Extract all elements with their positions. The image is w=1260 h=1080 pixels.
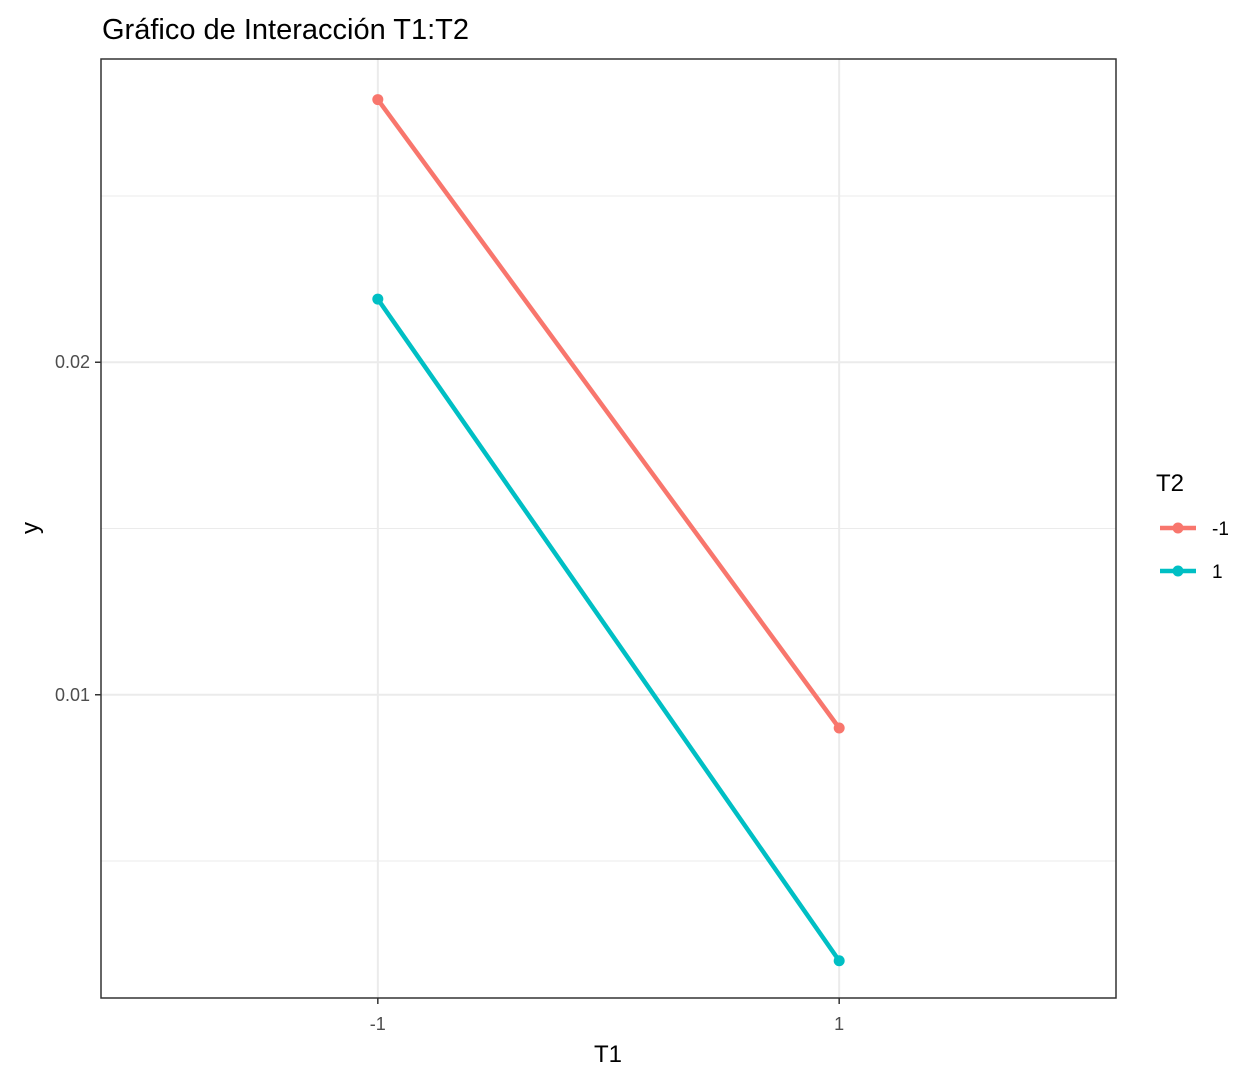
legend-key-point	[1172, 565, 1184, 577]
x-tick-label: 1	[834, 1014, 844, 1034]
plot-panel-border	[100, 58, 1117, 999]
grid-lines	[101, 59, 1116, 998]
series-line	[375, 297, 842, 963]
legend-title: T2	[1156, 470, 1184, 497]
data-point	[372, 94, 384, 106]
y-axis-title: y	[17, 522, 44, 534]
y-tick-label: 0.01	[55, 685, 90, 705]
axis-ticks: 0.01 0.02 -1 1	[55, 352, 844, 1034]
data-series	[372, 94, 845, 967]
chart-title: Gráfico de Interacción T1:T2	[102, 14, 469, 46]
x-tick-label: -1	[370, 1014, 386, 1034]
legend-item: -1	[1160, 519, 1229, 540]
data-point	[833, 955, 845, 967]
series-line	[376, 98, 841, 730]
legend-label: -1	[1212, 519, 1229, 540]
legend: T2 -1 1	[1156, 470, 1229, 583]
x-axis-title: T1	[594, 1041, 622, 1068]
legend-item: 1	[1160, 562, 1223, 583]
series-1	[372, 94, 845, 734]
legend-label: 1	[1212, 562, 1223, 583]
legend-key-point	[1172, 522, 1184, 534]
y-tick-label: 0.02	[55, 352, 90, 372]
data-point	[372, 293, 384, 305]
data-point	[833, 722, 845, 734]
series-2	[372, 293, 845, 967]
